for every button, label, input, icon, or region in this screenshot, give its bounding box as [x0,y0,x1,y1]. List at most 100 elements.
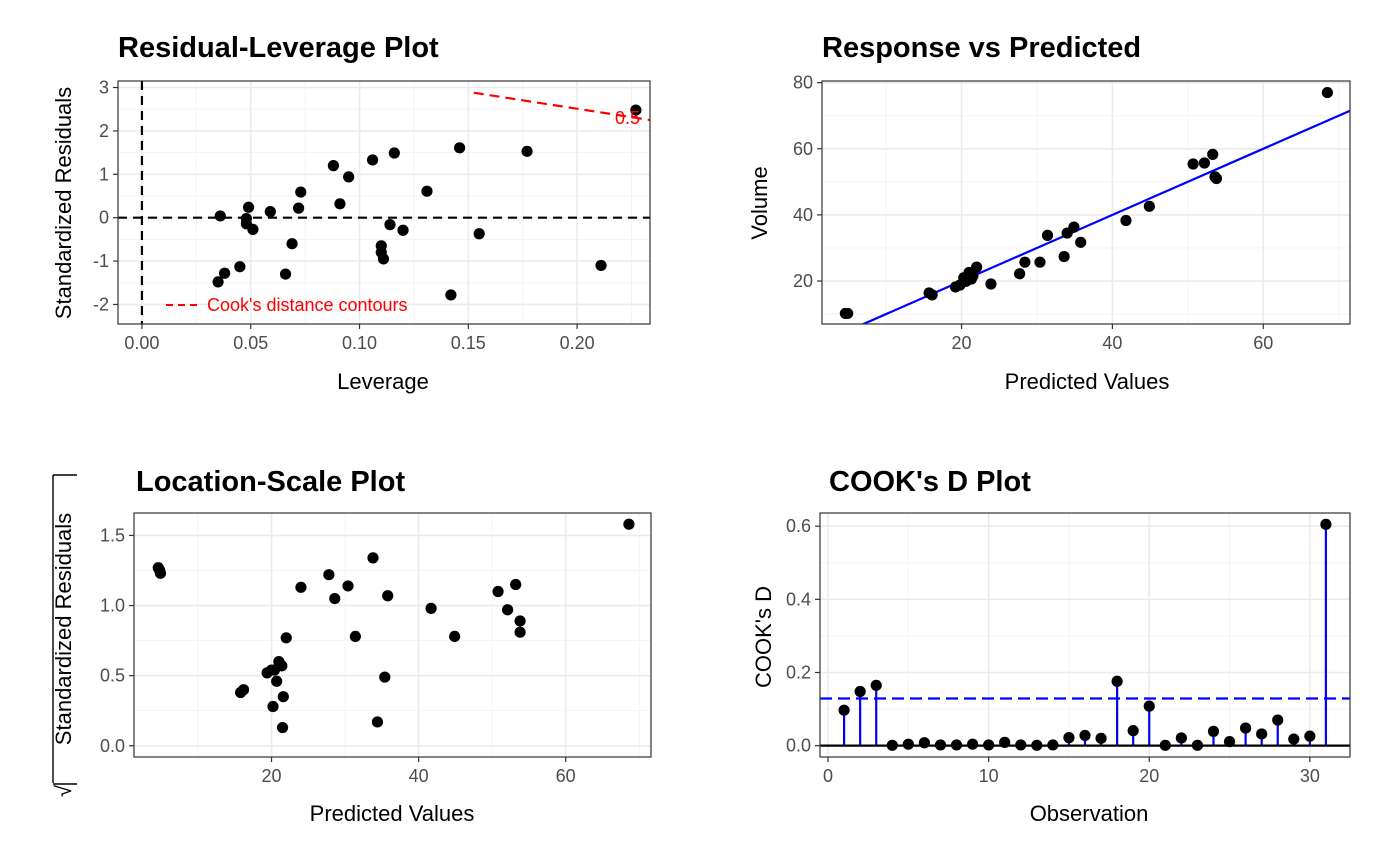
response-vs-predicted-panel-background [822,81,1350,324]
cooks-d-x-tick-label: 30 [1300,766,1320,786]
response-vs-predicted-data-point [1210,172,1223,185]
residual-leverage-data-point [397,224,409,236]
location-scale-data-point [501,604,514,616]
location-scale-data-point [492,585,504,598]
cooks-d-point [999,736,1011,748]
response-vs-predicted-y-tick-label: 80 [793,73,813,93]
cooks-d-point [1047,739,1059,751]
location-scale-plot-area: 20 40 60 0.0 0.5 1.0 1.5 [100,512,652,786]
residual-leverage-data-point [279,268,292,280]
residual-leverage-y-tick-label: 3 [99,78,109,98]
location-scale-data-point [342,580,354,592]
location-scale-border-layer [133,512,652,758]
response-vs-predicted-data-point [1058,250,1070,263]
cooks-d-y-axis-title: COOK's D [751,586,776,688]
cooks-d-point [1063,732,1075,744]
cooks-d-point [886,739,898,751]
response-vs-predicted-data-point [926,289,938,301]
cooks-d-x-tick-label: 10 [979,766,999,786]
location-scale-data-point [276,660,288,672]
residual-leverage-data-point [630,104,642,116]
response-vs-predicted-data-point [1034,256,1046,268]
residual-leverage-x-tick-label: 0.05 [233,333,268,353]
response-vs-predicted-data-point [967,270,979,282]
cooks-d-point [1304,730,1316,742]
cooks-d-chart: 0 10 20 30 0.0 0.2 0.4 0.6 COOK's D Plot Observ… [751,466,1351,826]
cooks-d-point [1207,725,1220,737]
residual-leverage-data-point [264,206,276,218]
residual-leverage-x-tick-label: 0.15 [451,333,486,353]
response-vs-predicted-y-axis-title: Volume [747,166,772,239]
response-vs-predicted-x-axis-title: Predicted Values [1005,369,1170,394]
location-scale-chart: 20 40 60 0.0 0.5 1.0 1.5 Location-Scale Plot P… [51,466,652,826]
cooks-d-point [1191,739,1204,751]
residual-leverage-data-point [212,276,224,288]
cooks-d-point [902,738,914,750]
location-scale-y-tick-label: 0.5 [100,666,125,686]
residual-leverage-x-tick-label: 0.00 [124,333,159,353]
residual-leverage-data-point [445,289,457,301]
response-vs-predicted-chart: 20 40 60 20 40 60 80 Response vs Predicted Pre… [747,32,1351,394]
cooks-distance-contour-line [473,91,650,122]
location-scale-data-point [514,626,526,638]
response-vs-predicted-title: Response vs Predicted [822,32,1141,64]
cooks-d-plot-area: 0 10 20 30 0.0 0.2 0.4 0.6 [786,512,1351,786]
response-vs-predicted-data-point [1014,268,1026,280]
residual-leverage-data-point [343,171,355,183]
cooks-d-point [1143,700,1155,712]
location-scale-data-point [623,518,635,530]
cooks-d-point [950,739,963,751]
residual-leverage-data-point [473,228,485,240]
location-scale-y-tick-label: 1.0 [100,596,125,616]
response-vs-predicted-data-point [1207,148,1219,160]
response-vs-predicted-border-layer [821,80,1351,325]
location-scale-data-point [329,592,341,605]
cooks-d-panel-border [819,512,1351,758]
cooks-d-point [1095,732,1107,744]
cooks-d-point [1175,732,1187,744]
residual-leverage-panel-border [117,80,651,325]
residual-leverage-data-point [421,185,433,197]
residual-leverage-data-point [234,261,246,273]
location-scale-data-layer [152,518,635,734]
cooks-d-x-tick-label: 20 [1139,766,1159,786]
location-scale-data-point [367,552,379,564]
residual-leverage-data-point [292,202,305,214]
response-vs-predicted-data-point [842,307,854,320]
residual-leverage-y-tick-label: -1 [93,251,109,271]
location-scale-x-axis-title: Predicted Values [310,801,475,826]
location-scale-data-point [237,684,250,696]
location-scale-x-tick-label: 60 [556,766,576,786]
response-vs-predicted-data-point [1120,214,1132,227]
location-scale-data-point [271,675,283,687]
response-vs-predicted-x-tick-label: 20 [952,333,972,353]
residual-leverage-data-point [384,219,396,231]
location-scale-y-tick-label: 0.0 [100,736,125,756]
residual-leverage-data-point [214,210,226,222]
residual-leverage-data-point [247,223,259,236]
location-scale-x-tick-label: 20 [262,766,282,786]
cooks-d-point [934,739,947,751]
location-scale-data-point [514,615,526,627]
cooks-contour-level-label: 0.5 [615,108,640,128]
cooks-d-point [838,704,850,716]
response-vs-predicted-data-layer [839,86,1350,324]
response-vs-predicted-plot-area: 20 40 60 20 40 60 80 [793,73,1351,353]
response-vs-predicted-data-point [1041,229,1054,241]
cooks-d-point [1159,739,1171,751]
residual-leverage-data-point [242,201,255,213]
location-scale-data-point [277,691,289,703]
location-scale-data-point [323,569,335,581]
cooks-d-point [1240,722,1252,734]
location-scale-data-point [276,721,289,734]
residual-leverage-y-tick-label: 0 [99,208,109,228]
residual-leverage-data-point [388,147,400,159]
response-vs-predicted-data-point [985,278,997,290]
residual-leverage-data-point [366,154,379,166]
residual-leverage-x-tick-label: 0.20 [560,333,595,353]
location-scale-data-point [267,700,279,713]
response-vs-predicted-data-point [971,261,983,273]
location-scale-y-axis-label: Standardized Residuals [51,513,76,745]
residual-leverage-y-tick-label: 2 [99,121,109,141]
cooks-d-point [1111,675,1123,687]
